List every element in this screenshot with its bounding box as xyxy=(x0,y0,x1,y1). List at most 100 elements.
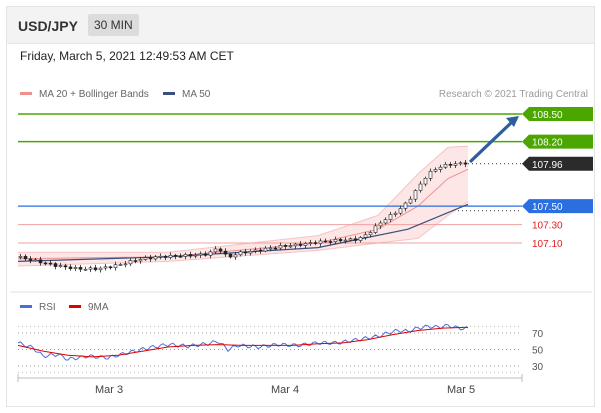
x-tick-label-mar5: Mar 5 xyxy=(447,384,475,396)
candle-body xyxy=(363,234,368,238)
bollinger-legend-label: MA 20 + Bollinger Bands xyxy=(39,89,149,100)
candle-body xyxy=(448,164,453,166)
candle-body xyxy=(328,241,333,243)
candle-body xyxy=(178,255,183,258)
rsi-plot: 70 50 30 xyxy=(17,323,544,374)
candle-body xyxy=(98,267,103,271)
candle-body xyxy=(288,245,293,248)
projection-arrow-head xyxy=(506,116,519,127)
rsi-tick-label-70: 70 xyxy=(532,329,544,340)
symbol-label: USD/JPY xyxy=(18,18,78,34)
candle-body xyxy=(303,243,308,246)
candle-body xyxy=(393,212,398,215)
candle-body xyxy=(118,264,123,266)
candle-body xyxy=(48,262,53,265)
candle-body xyxy=(188,254,193,257)
candle-body xyxy=(53,263,58,267)
main-plot: 108.50 108.20 107.96 107.50 107.30 107.10 xyxy=(17,107,593,273)
candle-body xyxy=(228,253,233,258)
candle-body xyxy=(298,243,303,246)
candle-body xyxy=(438,166,443,170)
candle-body xyxy=(283,245,288,247)
candle-body xyxy=(18,256,23,258)
candle-body xyxy=(83,268,88,271)
candle-body xyxy=(273,247,278,250)
candle-body xyxy=(223,250,228,255)
candle-body xyxy=(238,251,243,256)
candle-body xyxy=(348,238,353,241)
candle-body xyxy=(198,253,203,256)
candle-body xyxy=(148,257,153,260)
rsi-legend-swatch xyxy=(20,305,32,308)
rsi-ma-legend-label: 9MA xyxy=(88,302,109,313)
candle-body xyxy=(23,256,28,260)
candle-body xyxy=(388,214,393,220)
level-label-107.30: 107.30 xyxy=(532,221,563,232)
candle-body xyxy=(403,202,408,209)
level-tag-107.50 xyxy=(522,199,593,214)
candle-body xyxy=(413,190,418,200)
level-tag-108.20 xyxy=(522,134,593,149)
candle-body xyxy=(368,232,373,236)
level-label-107.10: 107.10 xyxy=(532,239,563,250)
level-label-108.50: 108.50 xyxy=(532,110,563,121)
candle-body xyxy=(463,162,468,165)
candle-body xyxy=(88,267,93,270)
candle-body xyxy=(233,254,238,258)
level-tag-107.96 xyxy=(522,156,593,171)
candle-body xyxy=(278,245,283,249)
candle-body xyxy=(68,266,73,269)
candle-body xyxy=(123,263,128,266)
copyright: Research © 2021 Trading Central xyxy=(439,89,588,100)
candle-body xyxy=(78,267,83,270)
candle-body xyxy=(433,169,438,172)
candle-body xyxy=(113,264,118,268)
candle-body xyxy=(203,253,208,256)
level-label-107.50: 107.50 xyxy=(532,202,563,213)
rsi-tick-label-50: 50 xyxy=(532,346,544,357)
x-tick-label-mar3: Mar 3 xyxy=(95,384,123,396)
candle-body xyxy=(143,257,148,260)
candle-body xyxy=(293,243,298,247)
candle-body xyxy=(268,247,273,250)
rsi-ma-legend-swatch xyxy=(69,305,81,308)
candle-body xyxy=(258,249,263,252)
candle-body xyxy=(398,208,403,214)
level-label-108.20: 108.20 xyxy=(532,138,563,149)
bollinger-legend-swatch xyxy=(20,92,32,95)
x-tick-label-mar4: Mar 4 xyxy=(271,384,299,396)
candle-body xyxy=(353,238,358,241)
candle-body xyxy=(108,266,113,269)
ma50-line xyxy=(17,203,469,262)
candle-body xyxy=(453,163,458,166)
candle-body xyxy=(378,222,383,227)
candle-body xyxy=(243,251,248,254)
candle-body xyxy=(318,240,323,244)
candle-body xyxy=(263,247,268,252)
rsi-line xyxy=(17,323,469,361)
timeframe-button[interactable]: 30 MIN xyxy=(88,14,139,36)
candle-body xyxy=(103,266,108,269)
candle-body xyxy=(358,237,363,241)
candle-body xyxy=(133,260,138,262)
ma50-legend-swatch xyxy=(163,92,175,95)
candle-body xyxy=(338,239,343,242)
candle-body xyxy=(418,183,423,191)
candle-body xyxy=(333,239,338,242)
candle-body xyxy=(218,248,223,252)
candle-body xyxy=(408,198,413,204)
candle-body xyxy=(128,260,133,265)
candle-body xyxy=(153,256,158,260)
candle-body xyxy=(158,255,163,258)
candle-body xyxy=(383,219,388,224)
projection-arrow-shaft xyxy=(468,119,515,164)
candle-body xyxy=(428,170,433,179)
rsi-tick-label-30: 30 xyxy=(532,362,544,373)
candle-body xyxy=(213,248,218,253)
candle-body xyxy=(253,249,258,252)
candle-body xyxy=(33,259,38,262)
candle-body xyxy=(28,258,33,261)
candle-body xyxy=(93,267,98,271)
candle-body xyxy=(458,162,463,165)
